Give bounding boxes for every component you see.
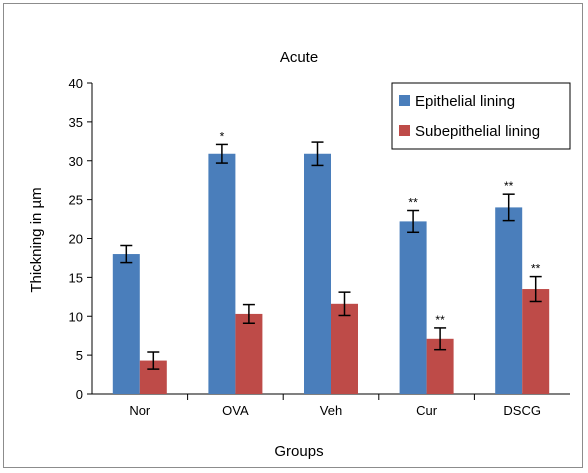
y-tick-label: 0 [76, 387, 83, 402]
legend-label: Subepithelial lining [415, 123, 540, 140]
bar [495, 207, 523, 394]
legend: Epithelial lining Subepithelial lining [391, 82, 571, 150]
x-tick-label: OVA [222, 403, 249, 418]
x-tick-label: Nor [129, 403, 151, 418]
bar [235, 313, 263, 394]
significance-marker: ** [531, 262, 541, 276]
y-tick-label: 20 [69, 232, 83, 247]
significance-marker: ** [435, 313, 445, 327]
plot-area: 0 5 10 15 20 25 30 35 40 Nor OVA * Veh Cur ** ** DSCG ** *… [69, 76, 570, 418]
bar [522, 289, 550, 394]
bar [208, 153, 236, 394]
bar [331, 303, 358, 394]
bar [304, 153, 331, 394]
x-tick-label: Cur [416, 403, 438, 418]
legend-label: Epithelial lining [415, 93, 515, 110]
y-tick-label: 35 [69, 115, 83, 130]
x-tick-label: Veh [320, 403, 342, 418]
legend-box [391, 82, 571, 150]
y-tick-label: 30 [69, 154, 83, 169]
chart-title: Acute [280, 49, 318, 66]
y-axis-label: Thickning in µm [28, 187, 45, 292]
bar [112, 254, 140, 394]
chart-frame [3, 3, 583, 468]
bar [399, 221, 427, 394]
significance-marker: ** [408, 196, 418, 210]
significance-marker: * [220, 129, 225, 143]
y-tick-label: 15 [69, 270, 83, 285]
y-tick-label: 25 [69, 193, 83, 208]
x-tick-label: DSCG [503, 403, 541, 418]
y-tick-label: 10 [69, 309, 83, 324]
y-tick-label: 5 [76, 348, 83, 363]
legend-swatch [399, 125, 410, 136]
y-tick-label: 40 [69, 76, 83, 91]
legend-swatch [399, 95, 410, 106]
significance-marker: ** [504, 179, 514, 193]
x-axis-label: Groups [274, 443, 323, 460]
